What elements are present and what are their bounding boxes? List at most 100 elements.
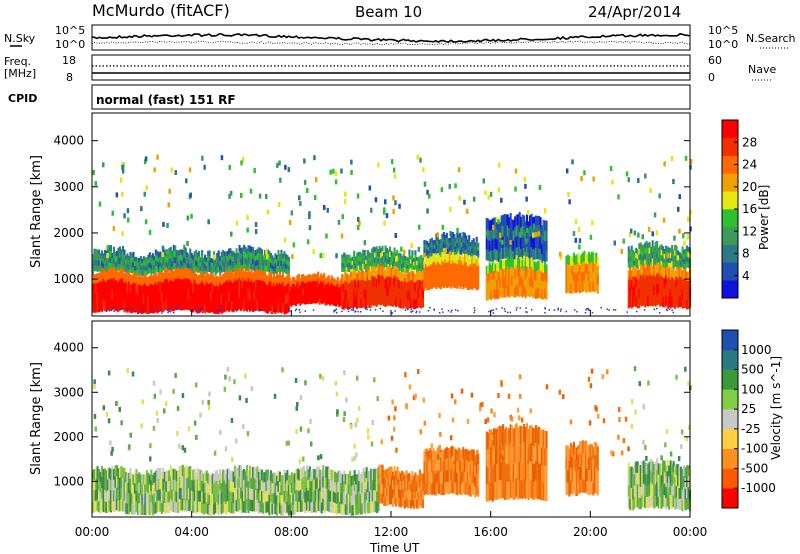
velocity-cell: [524, 426, 527, 446]
velocity-cell: [627, 462, 630, 475]
velocity-cell: [466, 483, 469, 495]
power-fringe-cell: [412, 269, 415, 274]
power-fringe-cell: [351, 264, 354, 269]
power-fringe-cell: [494, 217, 497, 229]
power-cell: [566, 264, 569, 274]
velocity-cell: [405, 479, 408, 489]
power-fringe-cell: [420, 254, 423, 260]
power-fringe-cell: [630, 250, 633, 257]
velocity-cell: [569, 467, 572, 481]
power-fringe-cell: [496, 249, 499, 261]
power-fringe-cell: [93, 265, 96, 272]
velocity-cell: [462, 447, 465, 459]
power-cell: [677, 297, 680, 308]
power-fringe-cell: [148, 257, 151, 263]
power-cell: [687, 271, 690, 282]
power-cell: [532, 259, 535, 270]
power-fringe-cell: [112, 252, 115, 259]
velocity-cell: [527, 464, 530, 483]
power-cell: [436, 278, 439, 288]
power-fringe-cell: [163, 260, 166, 267]
power-fringe-cell: [545, 230, 548, 242]
power-fringe-cell: [136, 262, 139, 268]
power-cell: [384, 297, 387, 308]
power-cell: [389, 286, 392, 297]
velocity-cell: [392, 489, 395, 499]
power-cell: [324, 278, 327, 286]
power-fringe-cell: [357, 261, 360, 266]
power-fringe-cell: [201, 266, 204, 272]
power-cell: [380, 295, 383, 306]
velocity-scatter-cell: [631, 398, 634, 404]
power-fringe-cell: [674, 250, 677, 257]
power-cell: [384, 269, 387, 280]
velocity-cell: [418, 478, 421, 488]
power-cell: [572, 262, 575, 273]
power-cell: [240, 300, 243, 311]
power-colorbar-tick-label: 24: [742, 158, 757, 172]
power-cell: [645, 275, 648, 286]
velocity-cell: [494, 482, 497, 501]
velocity-cell: [308, 477, 311, 489]
power-speckle: [447, 309, 450, 312]
velocity-cell: [349, 491, 352, 503]
power-cell: [517, 286, 520, 297]
power-scatter-cell: [126, 208, 130, 214]
power-fringe-cell: [430, 246, 433, 252]
velocity-cell: [583, 454, 586, 468]
velocity-cell: [277, 502, 280, 514]
power-cell: [451, 269, 454, 279]
power-cell: [360, 289, 363, 299]
velocity-scatter-cell: [412, 395, 416, 401]
velocity-cell: [350, 505, 353, 516]
velocity-cell: [240, 498, 243, 511]
power-fringe-cell: [477, 254, 480, 259]
velocity-cell: [406, 490, 409, 500]
power-fringe-cell: [166, 262, 169, 268]
power-fringe-cell: [659, 261, 662, 268]
power-cell: [219, 302, 222, 313]
power-fringe-cell: [529, 215, 532, 227]
power-fringe-cell: [95, 259, 98, 266]
power-cell: [169, 269, 172, 280]
power-cell: [404, 287, 407, 298]
power-cell: [365, 272, 368, 282]
power-cell: [333, 298, 336, 306]
power-scatter-cell: [162, 221, 165, 227]
velocity-cell: [241, 501, 244, 513]
velocity-scatter-cell: [669, 451, 673, 457]
power-fringe-cell: [189, 265, 192, 272]
power-cell: [456, 280, 459, 289]
velocity-cell: [401, 488, 404, 498]
velocity-cell: [395, 488, 398, 498]
velocity-cell: [463, 483, 466, 495]
power-cell: [172, 300, 175, 312]
power-fringe-cell: [201, 260, 204, 267]
power-speckle: [169, 311, 172, 313]
power-cell: [333, 285, 336, 293]
power-speckle: [110, 309, 113, 312]
velocity-cell: [223, 480, 226, 492]
velocity-cell: [566, 458, 569, 471]
power-fringe-cell: [345, 254, 348, 260]
power-ytick-label: 3000: [53, 180, 84, 194]
velocity-cell: [298, 491, 301, 503]
power-fringe-cell: [514, 216, 517, 228]
power-fringe-cell: [139, 269, 142, 275]
power-fringe-cell: [199, 261, 202, 267]
velocity-cell: [517, 428, 520, 447]
velocity-cell: [398, 488, 401, 498]
velocity-cell: [222, 490, 225, 502]
velocity-cell: [272, 482, 275, 494]
power-cell: [166, 269, 169, 280]
power-speckle: [274, 309, 276, 311]
power-fringe-cell: [124, 264, 127, 270]
power-colorbar-swatch: [722, 120, 738, 139]
velocity-cell: [590, 456, 593, 470]
power-cell: [104, 290, 107, 301]
power-cell: [503, 287, 506, 298]
power-cell: [653, 264, 656, 275]
power-scatter-cell: [426, 189, 429, 195]
power-fringe-cell: [356, 257, 359, 262]
velocity-cell: [115, 465, 118, 477]
